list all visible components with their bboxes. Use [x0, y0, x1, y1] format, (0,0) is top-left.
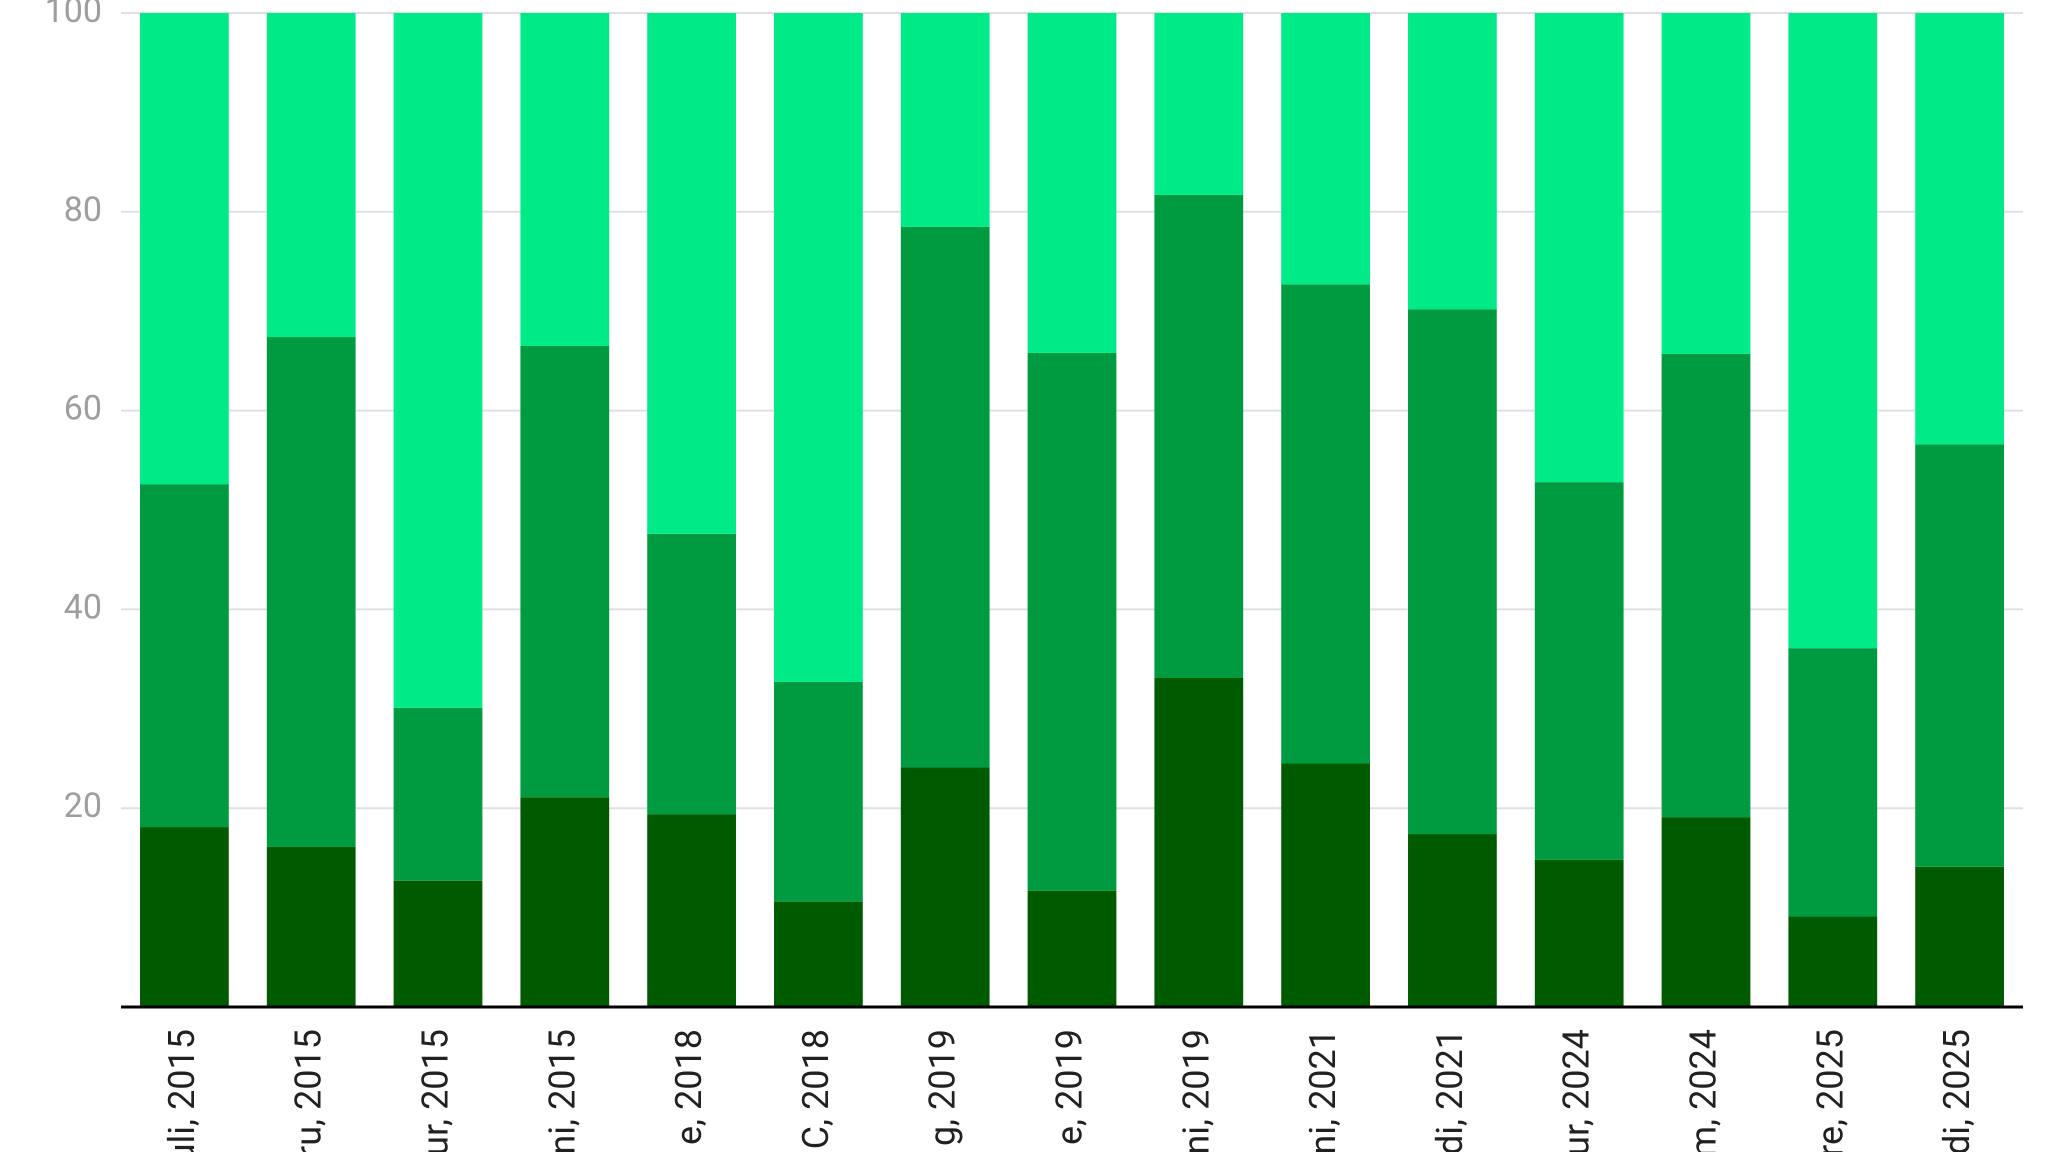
bar-segment: [1281, 763, 1370, 1007]
bar-segment: [1281, 13, 1370, 285]
bar-segment: [1408, 13, 1497, 310]
x-tick-label: e, 2018: [668, 1029, 710, 1145]
bar-segment: [774, 681, 863, 902]
x-tick-label: ur, 2024: [1556, 1029, 1598, 1152]
bar-segment: [1788, 13, 1878, 649]
bar-segment: [774, 901, 863, 1007]
x-tick-label: e, 2019: [1049, 1029, 1091, 1145]
bar-segment: [393, 707, 483, 881]
y-tick-label: 20: [64, 786, 102, 826]
bar-segment: [1281, 284, 1370, 764]
bar-segment: [1661, 13, 1751, 354]
bar-segment: [1027, 352, 1117, 891]
bar-segment: [1154, 13, 1244, 195]
bar-segment: [774, 13, 863, 682]
x-tick-label: C, 2018: [795, 1029, 837, 1149]
bar-segment: [1915, 444, 2004, 867]
bar-segment: [900, 13, 990, 227]
y-tick-label: 60: [64, 389, 102, 429]
bar-segment: [1661, 353, 1751, 818]
bar-segment: [266, 13, 356, 338]
x-tick-label: ni, 2019: [1175, 1029, 1217, 1152]
bar-segment: [520, 13, 610, 346]
bar-segment: [1788, 648, 1878, 917]
bar-segment: [900, 226, 990, 768]
bar-segment: [1027, 890, 1117, 1007]
x-tick-label: di, 2025: [1936, 1029, 1978, 1152]
bar-segment: [1788, 916, 1878, 1007]
bar-segment: [1154, 194, 1244, 678]
bar-segment: [140, 827, 229, 1007]
bar-segment: [1915, 13, 2004, 445]
bar-segment: [393, 880, 483, 1007]
bar-segment: [266, 337, 356, 847]
x-tick-label: m, 2024: [1683, 1029, 1725, 1152]
bar-segment: [900, 767, 990, 1007]
x-tick-label: re, 2025: [1809, 1029, 1851, 1152]
x-tick-label: g, 2019: [922, 1029, 964, 1146]
bar-segment: [1534, 859, 1624, 1007]
bar-segment: [266, 846, 356, 1007]
bar-segment: [647, 814, 736, 1007]
bar-segment: [393, 13, 483, 708]
bar-segment: [140, 13, 229, 485]
bar-segment: [1408, 834, 1497, 1007]
x-tick-label: ru, 2015: [288, 1029, 330, 1152]
y-tick-label: 40: [64, 587, 102, 627]
x-tick-label: di, 2021: [1429, 1029, 1471, 1152]
bar-segment: [647, 533, 736, 815]
bar-segment: [1534, 482, 1624, 860]
bar-segment: [1534, 13, 1624, 483]
x-tick-label: uli, 2015: [161, 1029, 203, 1152]
x-tick-label: ni, 2015: [541, 1029, 583, 1152]
x-tick-label: ur, 2015: [415, 1029, 457, 1152]
x-tick-label: ni, 2021: [1302, 1029, 1344, 1152]
bar-segment: [647, 13, 736, 534]
y-tick-label: 80: [64, 190, 102, 230]
bar-segment: [520, 797, 610, 1007]
bar-segment: [1915, 866, 2004, 1007]
bar-segment: [1154, 677, 1244, 1007]
bar-segment: [1027, 13, 1117, 353]
y-tick-label: 100: [45, 0, 102, 31]
bar-segment: [520, 345, 610, 798]
bar-segment: [1408, 309, 1497, 835]
bar-segment: [140, 484, 229, 828]
bar-segment: [1661, 817, 1751, 1007]
